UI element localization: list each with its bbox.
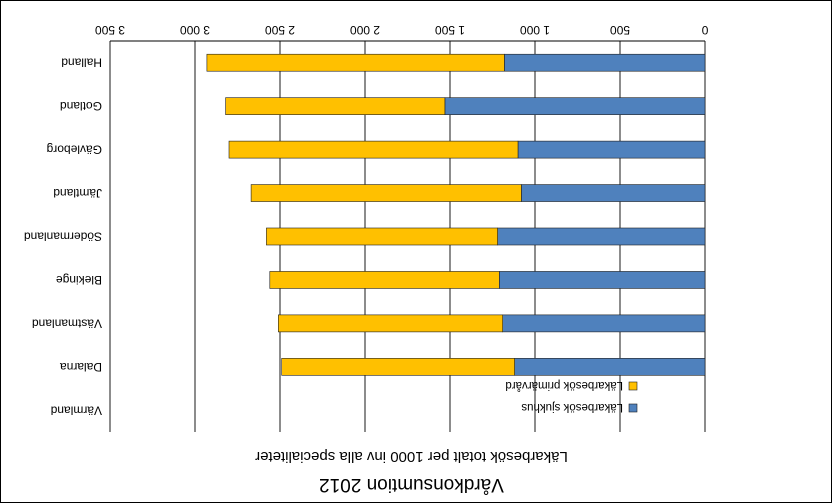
bar-segment (281, 358, 515, 376)
category-label: Jämtland (53, 186, 102, 200)
bar-segment (514, 358, 706, 376)
category-label: Södermanland (24, 230, 102, 244)
category-labels: Halland Gotland Gävleborg Jämtland Södermanl… (24, 56, 102, 418)
x-tick-labels: 0 500 1 000 1 500 2 000 2 500 3 000 3 500 (95, 23, 709, 37)
bar-segment (444, 97, 706, 115)
bar-segment (228, 140, 519, 159)
bar-segment (266, 227, 498, 246)
category-label: Västmanland (32, 316, 102, 330)
bar-segment (521, 184, 706, 202)
x-tick-label: 1 000 (520, 23, 550, 37)
x-axis-label: Läkarbesök totalt per 1000 inv alla spec… (255, 448, 568, 465)
category-label: Blekinge (56, 273, 102, 287)
x-tick-label: 500 (610, 23, 630, 37)
x-tick-label: 2 500 (265, 23, 295, 37)
legend-label: Läkarbesök primärvård (505, 379, 623, 391)
bar-segment (502, 314, 706, 333)
bar-segment (206, 53, 505, 72)
category-label: Dalarna (60, 360, 102, 374)
legend-swatch (628, 381, 638, 391)
category-label: Gotland (60, 99, 102, 113)
bar-segment (278, 314, 504, 333)
bar-segment (269, 271, 500, 289)
chart-title: Vårdkonsumtion 2012 (319, 474, 504, 495)
x-tick-label: 1 500 (435, 23, 465, 37)
legend-label: Läkarbesök sjukhus (521, 401, 623, 413)
bar-segment (497, 227, 706, 246)
bar-segment (250, 184, 522, 202)
legend: Läkarbesök sjukhus Läkarbesök primärvård (505, 379, 638, 413)
bar-segment (504, 53, 706, 72)
bars (206, 53, 706, 376)
category-label: Halland (61, 56, 102, 70)
category-label: Gävleborg (47, 143, 102, 157)
x-tick-label: 2 000 (350, 23, 380, 37)
x-tick-label: 0 (701, 23, 708, 37)
category-label: Värmland (51, 403, 102, 417)
legend-swatch (628, 403, 638, 413)
bar-segment (517, 140, 706, 159)
x-tick-label: 3 000 (180, 23, 210, 37)
bar-segment (225, 97, 446, 115)
bar-segment (499, 271, 706, 289)
x-tick-label: 3 500 (95, 23, 125, 37)
